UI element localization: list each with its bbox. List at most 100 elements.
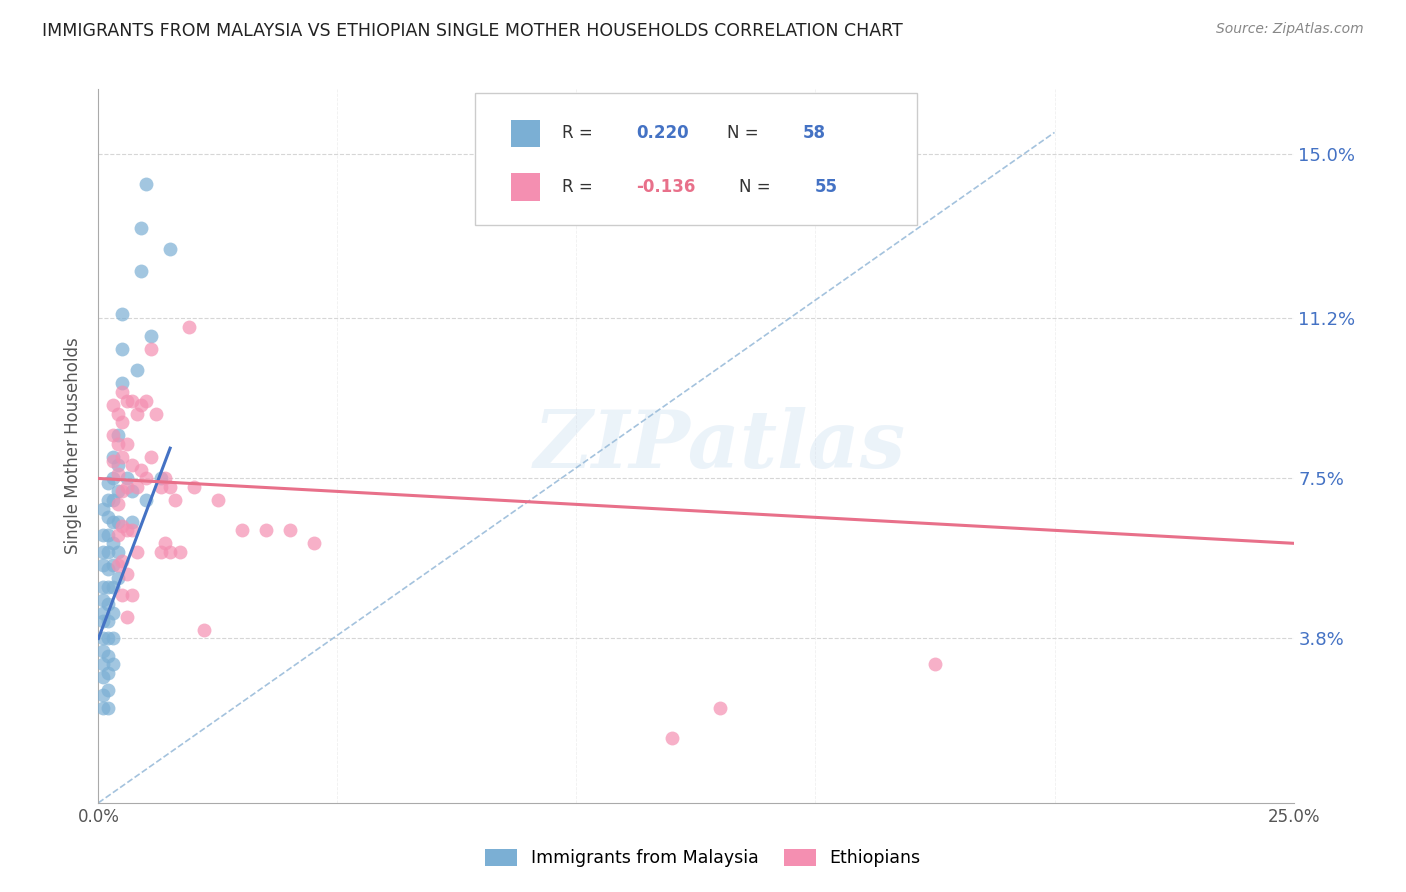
Point	[97, 648, 120, 663]
Point	[91, 644, 114, 658]
Bar	[510, 173, 540, 201]
Point	[111, 553, 134, 567]
Point	[91, 670, 114, 684]
Point	[131, 398, 153, 412]
Point	[111, 384, 134, 399]
Point	[139, 342, 162, 356]
Point	[139, 450, 162, 464]
Point	[97, 493, 120, 508]
Point	[107, 571, 129, 585]
Point	[101, 657, 124, 672]
Point	[101, 450, 124, 464]
Point	[97, 700, 120, 714]
Point	[101, 471, 124, 485]
Point	[101, 428, 124, 442]
Point	[231, 524, 253, 538]
FancyBboxPatch shape	[475, 93, 917, 225]
Point	[155, 471, 177, 485]
Point	[91, 614, 114, 628]
Point	[97, 632, 120, 646]
Point	[115, 471, 138, 485]
Point	[111, 450, 134, 464]
Point	[101, 398, 124, 412]
Point	[135, 493, 157, 508]
Point	[135, 471, 157, 485]
Point	[107, 545, 129, 559]
Point	[111, 519, 134, 533]
Point	[101, 606, 124, 620]
Point	[101, 580, 124, 594]
Point	[101, 632, 124, 646]
Point	[107, 458, 129, 473]
Legend: Immigrants from Malaysia, Ethiopians: Immigrants from Malaysia, Ethiopians	[478, 842, 928, 874]
Text: -0.136: -0.136	[636, 178, 695, 196]
Point	[121, 588, 143, 602]
Point	[207, 493, 229, 508]
Point	[149, 480, 172, 494]
Point	[131, 463, 153, 477]
Point	[91, 501, 114, 516]
Point	[97, 562, 120, 576]
Point	[97, 545, 120, 559]
Point	[107, 527, 129, 541]
Point	[107, 558, 129, 572]
Point	[924, 657, 946, 672]
Point	[107, 515, 129, 529]
Point	[183, 480, 205, 494]
Point	[111, 588, 134, 602]
Point	[107, 407, 129, 421]
Text: R =: R =	[562, 178, 598, 196]
Point	[131, 220, 153, 235]
Point	[149, 545, 172, 559]
Point	[302, 536, 325, 550]
Point	[661, 731, 683, 745]
Point	[121, 515, 143, 529]
Point	[145, 407, 167, 421]
Point	[121, 484, 143, 499]
Point	[101, 493, 124, 508]
Point	[125, 407, 148, 421]
Point	[135, 178, 157, 192]
Point	[254, 524, 277, 538]
Point	[709, 700, 731, 714]
Point	[121, 524, 143, 538]
Point	[111, 484, 134, 499]
Point	[115, 480, 138, 494]
Text: 0.220: 0.220	[636, 125, 689, 143]
Point	[107, 467, 129, 482]
Point	[163, 493, 186, 508]
Text: ZIPatlas: ZIPatlas	[534, 408, 905, 484]
Text: 55: 55	[815, 178, 838, 196]
Point	[125, 545, 148, 559]
Point	[159, 480, 181, 494]
Point	[121, 458, 143, 473]
Text: R =: R =	[562, 125, 598, 143]
Point	[91, 558, 114, 572]
Point	[115, 393, 138, 408]
Point	[159, 242, 181, 256]
Point	[121, 393, 143, 408]
Point	[97, 614, 120, 628]
Point	[91, 592, 114, 607]
Text: N =: N =	[738, 178, 776, 196]
Point	[111, 307, 134, 321]
Point	[159, 545, 181, 559]
Point	[101, 558, 124, 572]
Point	[155, 536, 177, 550]
Point	[131, 264, 153, 278]
Point	[107, 497, 129, 511]
Point	[91, 700, 114, 714]
Point	[97, 527, 120, 541]
Point	[179, 320, 201, 334]
Point	[115, 524, 138, 538]
Point	[111, 415, 134, 429]
Text: IMMIGRANTS FROM MALAYSIA VS ETHIOPIAN SINGLE MOTHER HOUSEHOLDS CORRELATION CHART: IMMIGRANTS FROM MALAYSIA VS ETHIOPIAN SI…	[42, 22, 903, 40]
Text: 58: 58	[803, 125, 827, 143]
Point	[91, 580, 114, 594]
Point	[135, 393, 157, 408]
Text: Source: ZipAtlas.com: Source: ZipAtlas.com	[1216, 22, 1364, 37]
Point	[101, 454, 124, 468]
Point	[115, 566, 138, 581]
Point	[169, 545, 191, 559]
Point	[111, 376, 134, 391]
